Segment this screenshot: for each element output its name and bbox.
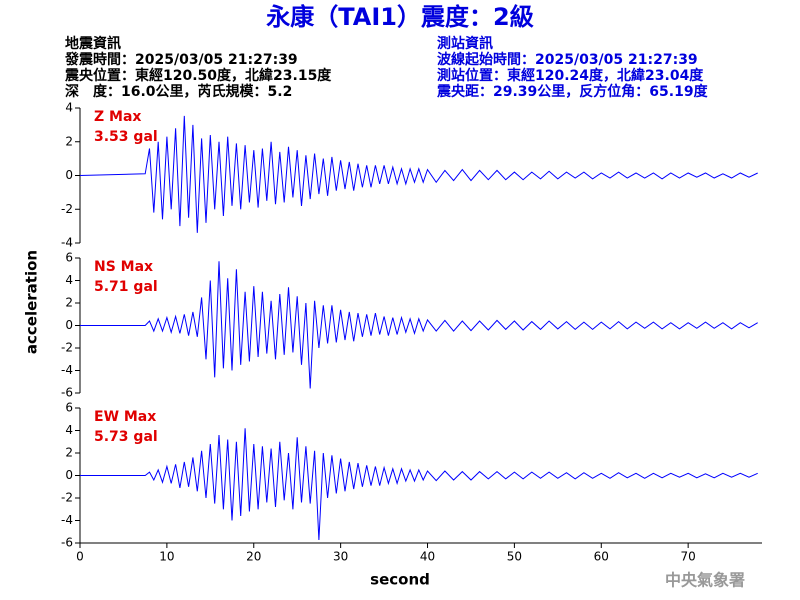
x-tick-label: 40 (420, 550, 435, 564)
annotation: NS Max (94, 259, 153, 275)
y-tick-label: 4 (65, 101, 73, 115)
y-tick-label: 0 (65, 468, 73, 482)
y-tick-label: 2 (65, 446, 73, 460)
footer: 中央氣象署 (665, 571, 745, 590)
x-tick-label: 10 (159, 550, 174, 564)
info-left: 震央位置：東經120.50度，北緯23.15度 (64, 67, 332, 84)
info-right: 測站資訊 (437, 35, 493, 52)
x-tick-label: 30 (333, 550, 348, 564)
info-left: 深 度：16.0公里，芮氏規模：5.2 (65, 83, 292, 100)
y-tick-label: -2 (61, 341, 73, 355)
y-tick-label: 4 (65, 273, 73, 287)
x-tick-label: 50 (507, 550, 522, 564)
info-right: 波線起始時間：2025/03/05 21:27:39 (437, 51, 698, 68)
y-tick-label: -2 (61, 491, 73, 505)
x-tick-label: 0 (76, 550, 84, 564)
y-tick-label: -4 (61, 363, 73, 377)
annotation: 5.73 gal (94, 429, 158, 445)
info-right: 震央距：29.39公里，反方位角：65.19度 (436, 83, 709, 100)
y-tick-label: -4 (61, 513, 73, 527)
waveform (80, 261, 758, 389)
annotation: 5.71 gal (94, 279, 158, 295)
annotation: EW Max (94, 409, 156, 425)
annotation: 3.53 gal (94, 129, 158, 145)
y-tick-label: 2 (65, 296, 73, 310)
y-tick-label: -4 (61, 236, 73, 250)
y-tick-label: -6 (61, 536, 73, 550)
x-tick-label: 70 (681, 550, 696, 564)
waveform (80, 428, 758, 541)
y-tick-label: -2 (61, 202, 73, 216)
y-tick-label: 0 (65, 168, 73, 182)
info-left: 地震資訊 (65, 35, 121, 52)
x-tick-label: 60 (594, 550, 609, 564)
y-tick-label: 0 (65, 318, 73, 332)
y-tick-label: 6 (65, 401, 73, 415)
info-left: 發震時間：2025/03/05 21:27:39 (64, 51, 298, 68)
waveform (79, 115, 758, 233)
y-tick-label: 6 (65, 251, 73, 265)
annotation: Z Max (94, 109, 141, 125)
x-tick-label: 20 (246, 550, 261, 564)
y-tick-label: 4 (65, 423, 73, 437)
x-axis-label: second (370, 571, 430, 589)
y-tick-label: -6 (61, 386, 73, 400)
y-tick-label: 2 (65, 134, 73, 148)
title: 永康（TAI1）震度：2級 (266, 3, 533, 31)
info-right: 測站位置：東經120.24度，北緯23.04度 (437, 67, 704, 84)
y-axis-label: acceleration (23, 250, 41, 354)
